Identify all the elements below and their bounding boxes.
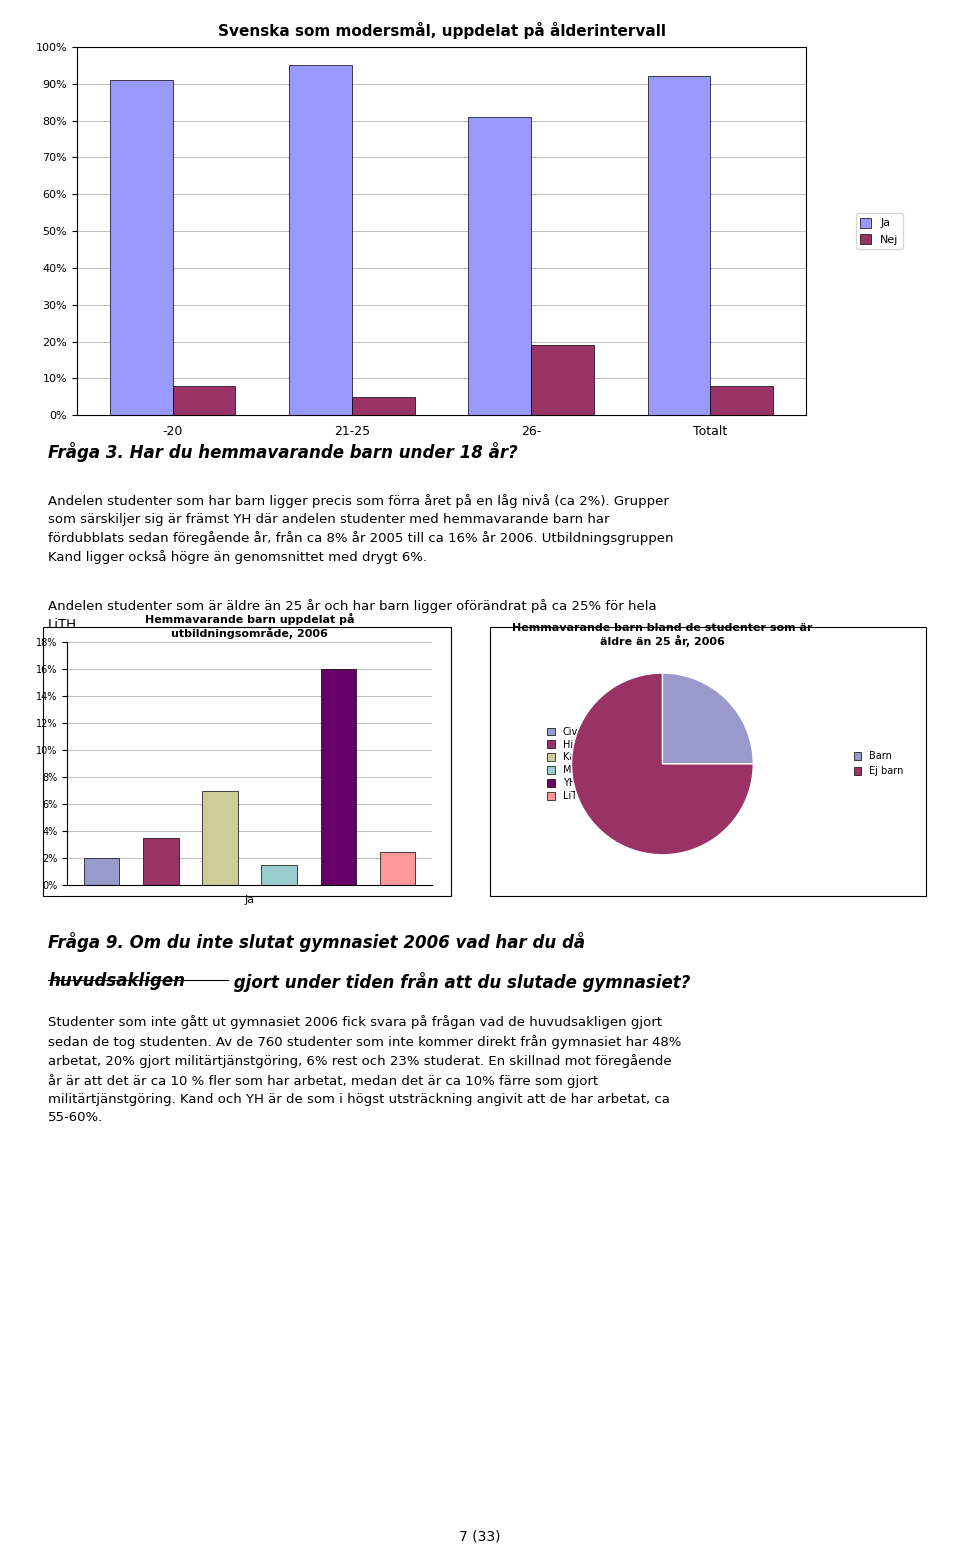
Text: huvudsakligen: huvudsakligen xyxy=(48,972,185,989)
Title: Hemmavarande barn uppdelat på
utbildningsområde, 2006: Hemmavarande barn uppdelat på utbildning… xyxy=(145,613,354,639)
Bar xyxy=(468,118,531,415)
Bar xyxy=(84,859,119,885)
Text: gjort under tiden från att du slutade gymnasiet?: gjort under tiden från att du slutade gy… xyxy=(228,972,691,992)
Legend: Ja, Nej: Ja, Nej xyxy=(855,213,903,249)
Text: 7 (33): 7 (33) xyxy=(459,1529,501,1543)
Wedge shape xyxy=(571,674,754,854)
Bar xyxy=(352,396,415,415)
Bar xyxy=(321,669,356,885)
Text: Studenter som inte gått ut gymnasiet 2006 fick svara på frågan vad de huvudsakli: Studenter som inte gått ut gymnasiet 200… xyxy=(48,1015,682,1124)
Bar xyxy=(289,66,352,415)
Title: Hemmavarande barn bland de studenter som är
äldre än 25 år, 2006: Hemmavarande barn bland de studenter som… xyxy=(512,622,813,647)
Text: Andelen studenter som är äldre än 25 år och har barn ligger oförändrat på ca 25%: Andelen studenter som är äldre än 25 år … xyxy=(48,599,657,630)
Bar xyxy=(203,791,238,885)
Text: Fråga 9. Om du inte slutat gymnasiet 2006 vad har du då: Fråga 9. Om du inte slutat gymnasiet 200… xyxy=(48,932,586,953)
Wedge shape xyxy=(662,674,754,763)
Bar xyxy=(380,851,416,885)
Bar xyxy=(648,77,710,415)
Legend: Civing, Hing, Kand, MatNat, YH, LiTH: Civing, Hing, Kand, MatNat, YH, LiTH xyxy=(543,722,602,805)
Bar xyxy=(143,838,179,885)
Title: Svenska som modersmål, uppdelat på ålderintervall: Svenska som modersmål, uppdelat på ålder… xyxy=(218,22,665,39)
Bar xyxy=(710,385,773,415)
Bar xyxy=(110,80,173,415)
Bar xyxy=(531,345,594,415)
Bar xyxy=(173,385,235,415)
Legend: Barn, Ej barn: Barn, Ej barn xyxy=(850,747,907,780)
Text: Andelen studenter som har barn ligger precis som förra året på en låg nivå (ca 2: Andelen studenter som har barn ligger pr… xyxy=(48,494,674,564)
Text: Fråga 3. Har du hemmavarande barn under 18 år?: Fråga 3. Har du hemmavarande barn under … xyxy=(48,442,517,462)
Bar xyxy=(261,865,297,885)
